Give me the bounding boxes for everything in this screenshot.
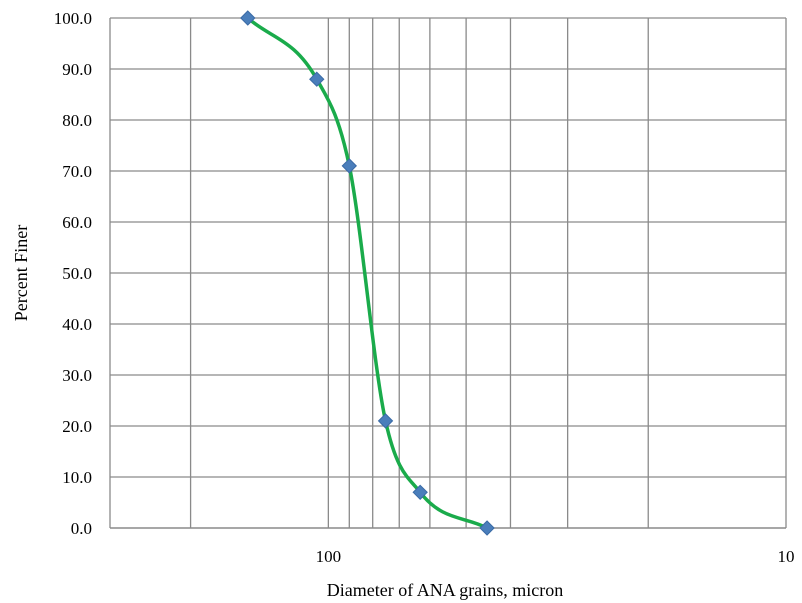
y-tick-label: 80.0 bbox=[62, 111, 92, 130]
y-tick-label: 50.0 bbox=[62, 264, 92, 283]
data-point-marker bbox=[412, 484, 428, 501]
y-tick-label: 20.0 bbox=[62, 417, 92, 436]
y-tick-labels: 0.0 10.0 20.0 30.0 40.0 50.0 60.0 70.0 80.0 90.0 1… bbox=[54, 9, 92, 538]
y-tick-label: 30.0 bbox=[62, 366, 92, 385]
data-point-marker bbox=[309, 71, 325, 87]
x-tick-label: 10 bbox=[778, 547, 795, 566]
y-tick-label: 40.0 bbox=[62, 315, 92, 334]
y-tick-label: 90.0 bbox=[62, 60, 92, 79]
y-axis-title: Percent Finer bbox=[11, 225, 31, 321]
y-gridlines bbox=[110, 17, 786, 478]
plot-frame bbox=[109, 18, 787, 529]
y-tick-label: 100.0 bbox=[54, 9, 92, 28]
series-markers bbox=[240, 10, 495, 536]
x-axis-title: Diameter of ANA grains, micron bbox=[327, 580, 563, 600]
data-point-marker bbox=[341, 158, 358, 174]
data-point-marker bbox=[377, 413, 394, 429]
data-point-marker bbox=[479, 520, 495, 536]
y-tick-label: 70.0 bbox=[62, 162, 92, 181]
y-tick-label: 10.0 bbox=[62, 468, 92, 487]
x-tick-labels: 100 10 bbox=[316, 547, 795, 566]
data-point-marker bbox=[240, 10, 256, 26]
y-tick-label: 60.0 bbox=[62, 213, 92, 232]
x-tick-label: 100 bbox=[316, 547, 342, 566]
y-tick-label: 0.0 bbox=[71, 519, 92, 538]
